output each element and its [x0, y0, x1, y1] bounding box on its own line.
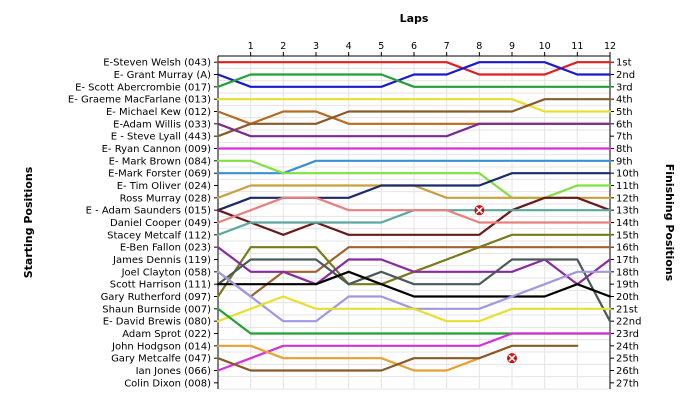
y-axis-title-right: Finishing Positions — [663, 164, 676, 282]
finishing-position-label: 13th — [616, 206, 639, 217]
starting-position-label: E- Mark Brown (084) — [109, 156, 211, 167]
series-line-4 — [216, 98, 612, 113]
series-line-25 — [216, 344, 481, 372]
retirement-marker-1 — [474, 205, 485, 216]
finishing-position-label: 21st — [616, 304, 638, 315]
starting-position-label: Joel Clayton (058) — [121, 267, 212, 278]
series-lines — [216, 61, 612, 372]
series-line-19 — [216, 258, 612, 323]
x-tick-label: 12 — [604, 41, 616, 52]
series-line-26 — [216, 344, 579, 372]
finishing-position-label: 3rd — [616, 82, 633, 93]
starting-position-label: Colin Dixon (008) — [124, 378, 211, 389]
starting-position-label: Daniel Cooper (049) — [110, 218, 211, 229]
finishing-position-label: 4th — [616, 95, 633, 106]
finishing-position-label: 9th — [616, 156, 633, 167]
finishing-position-label: 17th — [616, 255, 639, 266]
starting-position-label: E - Steve Lyall (443) — [111, 132, 211, 143]
series-line-15 — [216, 196, 612, 224]
finishing-position-label: 15th — [616, 230, 639, 241]
retirement-marker-cross — [508, 354, 516, 362]
starting-position-label: E- Scott Abercrombie (017) — [75, 82, 211, 93]
x-tick-label: 3 — [313, 41, 319, 52]
finishing-position-label: 23rd — [616, 329, 639, 340]
starting-position-label: E- David Brewis (080) — [103, 317, 211, 328]
series-line-22 — [216, 295, 612, 323]
starting-position-label: E- Ryan Cannon (009) — [102, 144, 211, 155]
finishing-position-label: 6th — [616, 119, 633, 130]
series-line-7 — [216, 122, 612, 138]
starting-position-label: E-Ben Fallon (023) — [120, 243, 211, 254]
starting-position-label: E-Mark Forster (069) — [108, 169, 211, 180]
x-tick-label: 2 — [280, 41, 286, 52]
x-tick-label: 6 — [411, 41, 417, 52]
starting-position-label: Shaun Burnside (007) — [102, 304, 211, 315]
series-line-13 — [216, 196, 612, 236]
starting-position-label: Ross Murray (028) — [120, 193, 211, 204]
x-tick-label: 10 — [539, 41, 551, 52]
x-tick-label: 8 — [476, 41, 482, 52]
starting-position-label: James Dennis (119) — [112, 255, 211, 266]
x-tick-label: 11 — [571, 41, 583, 52]
starting-position-label: Adam Sprot (022) — [122, 329, 211, 340]
finishing-position-label: 20th — [616, 292, 639, 303]
series-line-1 — [216, 61, 612, 76]
finishing-position-label: 11th — [616, 181, 639, 192]
starting-position-label: E-Adam Willis (033) — [113, 119, 211, 130]
starting-position-label: Stacey Metcalf (112) — [107, 230, 211, 241]
starting-position-label: E- Michael Kew (012) — [106, 107, 211, 118]
series-line-24 — [216, 332, 612, 372]
starting-position-label: Gary Metcalfe (047) — [111, 354, 211, 365]
finishing-position-label: 5th — [616, 107, 633, 118]
finishing-position-label: 22nd — [616, 317, 641, 328]
finishing-position-label: 25th — [616, 354, 639, 365]
series-line-2 — [216, 61, 612, 88]
x-tick-label: 1 — [248, 41, 254, 52]
y-axis-title-left: Starting Positions — [22, 166, 35, 278]
starting-position-label: E-Steven Welsh (043) — [103, 58, 211, 69]
finishing-position-label: 8th — [616, 144, 633, 155]
series-line-6 — [216, 98, 612, 138]
retirement-marker-2 — [507, 353, 517, 364]
grid — [214, 52, 614, 390]
starting-position-label: E- Grant Murray (A) — [114, 70, 212, 81]
finishing-position-label: 16th — [616, 243, 639, 254]
finishing-position-label: 2nd — [616, 70, 635, 81]
finishing-position-label: 1st — [616, 58, 632, 69]
starting-position-label: John Hodgson (014) — [111, 341, 211, 352]
x-tick-label: 4 — [346, 41, 352, 52]
finishing-position-label: 19th — [616, 280, 639, 291]
finishing-position-label: 18th — [616, 267, 639, 278]
x-axis-title: Laps — [400, 12, 429, 25]
starting-position-label: E - Adam Saunders (015) — [86, 206, 211, 217]
starting-position-label: Scott Harrison (111) — [110, 280, 211, 291]
finishing-position-label: 10th — [616, 169, 639, 180]
retirement-marker-cross — [475, 206, 483, 214]
finishing-position-label: 14th — [616, 218, 639, 229]
finishing-position-label: 24th — [616, 341, 639, 352]
series-line-20 — [216, 270, 612, 298]
starting-position-label: E- Graeme MacFarlane (013) — [68, 95, 211, 106]
series-line-3 — [216, 73, 612, 88]
starting-position-label: Ian Jones (066) — [136, 366, 212, 377]
starting-position-label: Gary Rutherford (097) — [101, 292, 212, 303]
finishing-position-label: 7th — [616, 132, 633, 143]
finishing-position-label: 27th — [616, 378, 639, 389]
finishing-position-label: 12th — [616, 193, 639, 204]
starting-position-label: E- Tim Oliver (024) — [117, 181, 211, 192]
retirement-markers — [474, 205, 517, 364]
finishing-position-label: 26th — [616, 366, 639, 377]
x-tick-label: 5 — [378, 41, 384, 52]
x-tick-label: 7 — [444, 41, 450, 52]
x-tick-label: 9 — [509, 41, 515, 52]
